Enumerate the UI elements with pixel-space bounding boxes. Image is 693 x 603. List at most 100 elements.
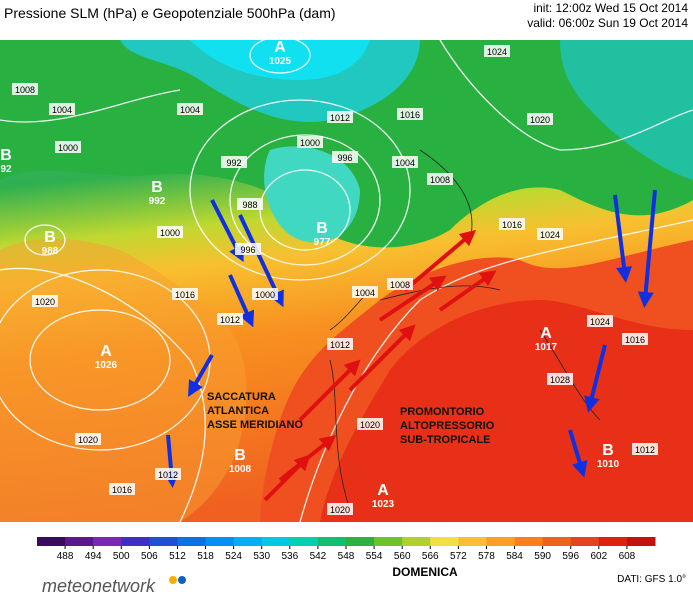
colorbar-swatch	[289, 537, 319, 546]
isobar-label-bg	[252, 288, 278, 300]
isobar-label-bg	[221, 156, 247, 168]
isobar-label-bg	[484, 45, 510, 57]
colorbar-tick-label: 596	[562, 551, 579, 562]
isobar-label-bg	[177, 103, 203, 115]
isobar-label-bg	[357, 418, 383, 430]
isobar-label: 992	[226, 158, 241, 168]
colorbar-tick-label: 608	[619, 551, 636, 562]
isobar-label: 1000	[255, 290, 275, 300]
isobar-label-bg	[217, 313, 243, 325]
colorbar-swatch	[121, 537, 150, 546]
colorbar-swatch	[626, 537, 656, 546]
colorbar-tick-label: 524	[225, 551, 242, 562]
colorbar-tick-label: 494	[85, 551, 102, 562]
isobar-label: 1016	[175, 290, 195, 300]
colorbar-tick-label: 542	[310, 551, 327, 562]
colorbar-label: DOMENICA	[392, 565, 458, 579]
isobar-label-bg	[332, 151, 358, 163]
isobar-label-bg	[32, 295, 58, 307]
colorbar-swatch	[346, 537, 375, 546]
colorbar-swatch	[37, 537, 66, 546]
isobar-label: 1012	[330, 340, 350, 350]
isobar-label-bg	[327, 111, 353, 123]
isobar-label: 1020	[78, 435, 98, 445]
colorbar-tick-label: 560	[394, 551, 411, 562]
isobar-label: 1000	[160, 228, 180, 238]
colorbar-tick-label: 506	[141, 551, 158, 562]
isobar-label: 1016	[502, 220, 522, 230]
colorbar-swatch	[261, 537, 291, 546]
center-value: 1026	[95, 360, 118, 371]
isobar-label: 1012	[158, 470, 178, 480]
center-letter: B	[0, 147, 12, 164]
center-value: 1010	[597, 459, 620, 470]
colorbar-tick-label: 518	[197, 551, 214, 562]
colorbar-swatch	[458, 537, 487, 546]
colorbar-tick-label: 548	[338, 551, 355, 562]
isobar-label: 1024	[590, 317, 610, 327]
isobar-label-bg	[622, 333, 648, 345]
isobar-label-bg	[237, 198, 263, 210]
isobar-label-bg	[327, 503, 353, 515]
colorbar-tick-label: 488	[57, 551, 74, 562]
colorbar-tick-label: 566	[422, 551, 439, 562]
isobar-label-bg	[632, 443, 658, 455]
center-value: 1023	[372, 499, 395, 510]
isobar-label: 1012	[330, 113, 350, 123]
center-value: 992	[149, 196, 166, 207]
colorbar-tick-label: 512	[169, 551, 186, 562]
isobar-label-bg	[587, 315, 613, 327]
colorbar-swatch	[149, 537, 178, 546]
colorbar-swatch	[65, 537, 94, 546]
isobar-label: 1020	[35, 297, 55, 307]
init-time: init: 12:00z Wed 15 Oct 2014	[533, 1, 688, 15]
isobar-label-bg	[172, 288, 198, 300]
title: Pressione SLM (hPa) e Geopotenziale 500h…	[4, 5, 336, 21]
isobar-label: 1004	[52, 105, 72, 115]
isobar-label: 1000	[300, 138, 320, 148]
isobar-label-bg	[387, 278, 413, 290]
isobar-label-bg	[235, 243, 261, 255]
isobar-label-bg	[155, 468, 181, 480]
center-letter: B	[602, 442, 614, 459]
center-letter: B	[234, 447, 246, 464]
isobar-label: 1008	[15, 85, 35, 95]
isobar-label: 1016	[625, 335, 645, 345]
isobar-label-bg	[352, 286, 378, 298]
logo-dot	[169, 576, 177, 584]
annotation: SUB-TROPICALE	[400, 434, 490, 446]
isobar-label: 1016	[400, 110, 420, 120]
isobar-label: 1004	[355, 288, 375, 298]
isobar-label: 1004	[395, 158, 415, 168]
center-value: 1025	[269, 56, 292, 67]
colorbar-swatch	[177, 537, 207, 546]
isobar-label-bg	[427, 173, 453, 185]
isobar-label: 1012	[635, 445, 655, 455]
colorbar-tick-label: 584	[506, 551, 523, 562]
isobar-label-bg	[12, 83, 38, 95]
colorbar-swatch	[542, 537, 572, 546]
isobar-label: 988	[242, 200, 257, 210]
annotation: ALTOPRESSORIO	[400, 420, 495, 432]
center-value: 1017	[535, 342, 558, 353]
isobar-label: 1016	[112, 485, 132, 495]
center-letter: B	[151, 179, 163, 196]
colorbar-swatch	[317, 537, 347, 546]
colorbar-tick-label: 590	[534, 551, 551, 562]
isobar-label-bg	[537, 228, 563, 240]
isobar-label-bg	[547, 373, 573, 385]
colorbar-tick-label: 602	[590, 551, 607, 562]
center-letter: B	[316, 220, 328, 237]
isobar-label-bg	[499, 218, 525, 230]
isobar-label: 1024	[540, 230, 560, 240]
isobar-label-bg	[297, 136, 323, 148]
isobar-label: 1012	[220, 315, 240, 325]
annotation: ATLANTICA	[207, 405, 269, 417]
isobar-label-bg	[157, 226, 183, 238]
center-letter: A	[100, 343, 112, 360]
isobar-label: 1020	[360, 420, 380, 430]
isobar-label: 1028	[550, 375, 570, 385]
isobar-label: 1004	[180, 105, 200, 115]
